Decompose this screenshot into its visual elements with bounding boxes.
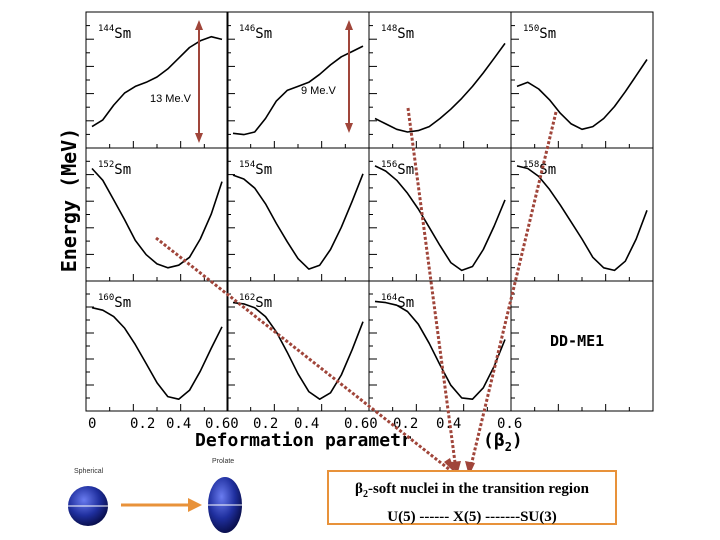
panel-ticks <box>511 160 630 281</box>
series-line-144Sm <box>91 35 223 128</box>
panel-ticks <box>86 160 205 281</box>
panel-ticks <box>511 25 630 148</box>
series-line-156Sm <box>374 165 506 272</box>
panel-label-152: 152Sm <box>98 160 131 178</box>
y-axis-label: Energy (MeV) <box>57 128 81 273</box>
x-axis-label-text: Deformation parametr <box>195 430 412 451</box>
panel-ticks <box>227 160 346 281</box>
x-axis-label: Deformation parametr <box>195 430 412 451</box>
x-tick-labels: 0 0.2 0.4 0.60 0.2 0.4 0.60 0.2 0.4 0.6 <box>88 416 522 432</box>
panel-label-164: 164Sm <box>381 293 414 311</box>
series-line-160Sm <box>91 306 223 400</box>
panel-label-148: 148Sm <box>381 24 414 42</box>
series-line-158Sm <box>516 165 648 272</box>
panel-label-162: 162Sm <box>239 293 272 311</box>
panel-ticks <box>511 293 630 411</box>
panel-label-146: 146Sm <box>239 24 272 42</box>
panel-label-156: 156Sm <box>381 160 414 178</box>
panel-ticks <box>227 25 346 148</box>
model-label: DD-ME1 <box>550 332 604 350</box>
energy-gap-144-label: 13 Me.V <box>150 93 192 105</box>
panel-ticks <box>227 293 346 411</box>
energy-gap-144: 13 Me.V <box>150 20 203 143</box>
panel-ticks <box>369 293 488 411</box>
pointer-arrows <box>155 107 558 472</box>
x-tick-label: 0.2 <box>253 416 278 432</box>
panel-ticks <box>86 293 205 411</box>
x-tick-label: 0 <box>88 416 96 432</box>
arrow-from-152 <box>155 236 451 472</box>
panel-label-144: 144Sm <box>98 24 131 42</box>
x-tick-label: 0.60 <box>205 416 239 432</box>
prolate-label: Prolate <box>212 458 235 465</box>
note-line-1: β2-soft nuclei in the transition region <box>355 481 589 500</box>
energy-gap-146-label: 9 Me.V <box>301 85 337 97</box>
panel-label-150: 150Sm <box>523 24 556 42</box>
series-line-164Sm <box>374 300 506 400</box>
x-tick-label: 0.2 <box>393 416 418 432</box>
shape-illustration <box>68 477 242 533</box>
x-axis-symbol: (β2) <box>483 430 523 454</box>
series-line-162Sm <box>232 301 364 400</box>
x-tick-label: 0.4 <box>294 416 319 432</box>
series-line-148Sm <box>374 42 506 133</box>
x-tick-label: 0.60 <box>344 416 378 432</box>
panel-label-160: 160Sm <box>98 293 131 311</box>
series-line-146Sm <box>232 45 364 136</box>
panel-ticks <box>369 160 488 281</box>
x-tick-label: 0.2 <box>130 416 155 432</box>
spherical-label: Spherical <box>74 468 104 475</box>
transition-note: β2-soft nuclei in the transition region … <box>327 470 617 525</box>
x-tick-label: 0.4 <box>166 416 191 432</box>
x-tick-label: 0.4 <box>436 416 461 432</box>
panel-ticks <box>369 25 488 148</box>
series-line-154Sm <box>232 173 364 270</box>
series-line-152Sm <box>91 167 223 269</box>
arrow-from-150 <box>468 111 558 471</box>
x-tick-label: 0.6 <box>497 416 522 432</box>
arrow-from-148 <box>406 107 458 471</box>
panel-label-154: 154Sm <box>239 160 272 178</box>
series-line-150Sm <box>516 59 648 131</box>
panel-ticks <box>86 25 205 148</box>
energy-gap-146: 9 Me.V <box>301 20 353 133</box>
note-line-2: U(5) ------ X(5) -------SU(3) <box>387 509 557 525</box>
